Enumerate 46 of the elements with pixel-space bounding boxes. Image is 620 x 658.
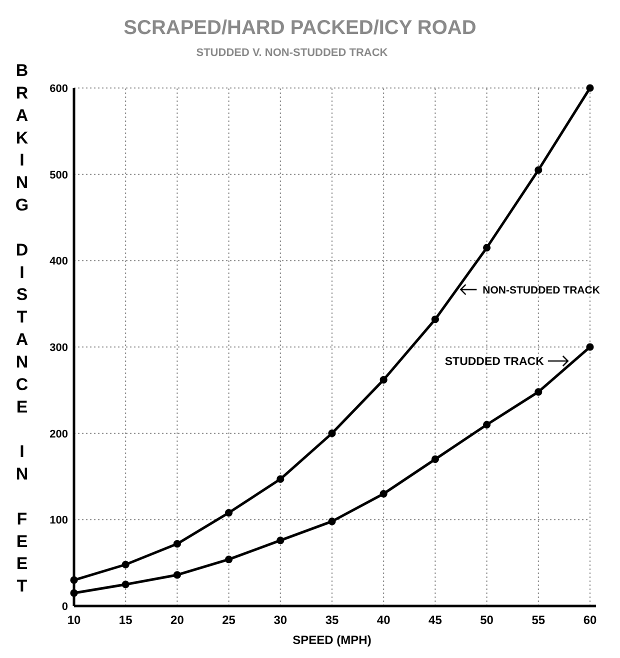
- x-tick-label: 25: [222, 613, 236, 627]
- point: [70, 576, 78, 584]
- y-tick-label: 100: [50, 514, 68, 527]
- point: [534, 166, 542, 174]
- point: [483, 420, 491, 428]
- y-tick-label: 300: [50, 342, 68, 354]
- x-tick-label: 55: [532, 613, 546, 627]
- point: [586, 343, 594, 351]
- y-tick-label: 200: [50, 428, 68, 440]
- y-tick-label: 400: [50, 256, 68, 268]
- x-tick-label: 35: [325, 613, 339, 627]
- x-tick-label: 45: [428, 613, 442, 627]
- y-tick-label: 600: [50, 83, 68, 95]
- point: [173, 540, 181, 548]
- point: [225, 508, 233, 517]
- text: BRAKING DISTANCE IN FEET: [15, 61, 29, 596]
- point: [276, 475, 284, 483]
- legend-label: NON-STUDDED TRACK: [482, 284, 600, 297]
- series-label: STUDDED TRACK: [444, 356, 545, 368]
- point: [483, 244, 491, 252]
- point: [173, 571, 181, 579]
- x-tick-label: 20: [170, 613, 184, 627]
- y-tick-label: 500: [50, 169, 68, 182]
- point: [276, 536, 284, 544]
- point: [380, 376, 388, 384]
- point: [225, 556, 233, 564]
- y-tick-label: 0: [62, 601, 68, 613]
- point: [328, 518, 336, 526]
- x-tick-label: 10: [67, 613, 81, 627]
- point: [586, 84, 594, 92]
- point: [431, 455, 439, 464]
- point: [328, 430, 336, 438]
- chart-title: SCRAPED/HARD PACKED/ICY ROAD: [124, 17, 476, 39]
- x-tick-label: 40: [376, 613, 391, 627]
- point: [122, 560, 130, 568]
- x-tick-label: 30: [274, 613, 288, 627]
- x-axis-title: SPEED (MPH): [292, 633, 372, 647]
- chart-subtitle: STUDDED V. NON-STUDDED TRACK: [196, 47, 388, 59]
- x-tick-label: 60: [583, 613, 597, 627]
- point: [534, 388, 542, 396]
- point: [431, 316, 439, 324]
- point: [70, 589, 78, 597]
- x-tick-label: 15: [118, 613, 133, 627]
- point: [122, 580, 130, 588]
- x-tick-label: 50: [480, 613, 494, 627]
- point: [380, 490, 388, 498]
